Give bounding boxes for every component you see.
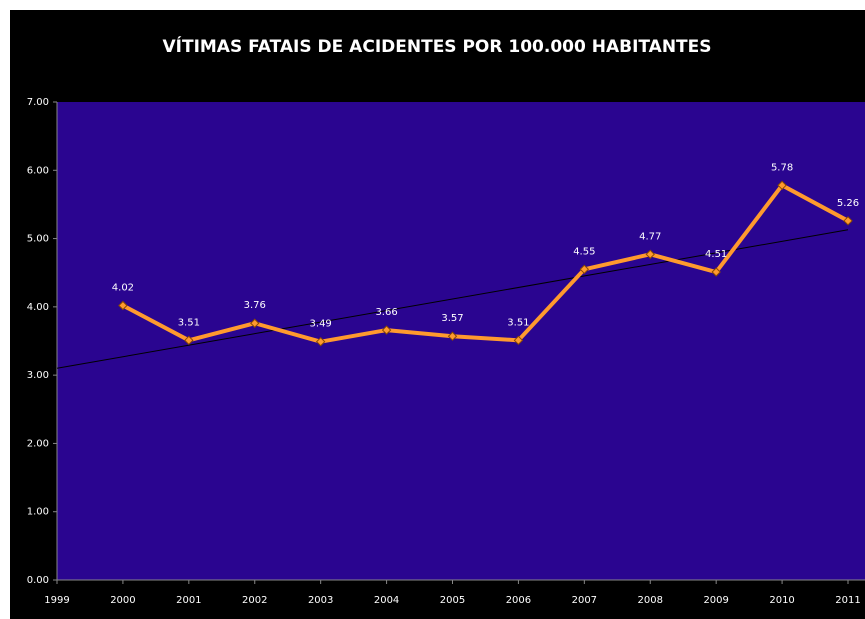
data-point bbox=[579, 264, 590, 275]
data-label: 3.57 bbox=[441, 313, 463, 324]
y-tick-label: 2.00 bbox=[27, 438, 49, 449]
x-tick-label: 2007 bbox=[572, 595, 597, 606]
plot-area bbox=[57, 102, 865, 580]
data-point bbox=[711, 267, 721, 277]
chart-title: VÍTIMAS FATAIS DE ACIDENTES POR 100.000 … bbox=[162, 35, 711, 57]
y-tick-label: 4.00 bbox=[27, 302, 49, 313]
x-tick-label: 2001 bbox=[176, 595, 201, 606]
trend-line bbox=[56, 229, 849, 369]
series-line bbox=[121, 183, 849, 344]
y-tick-label: 5.00 bbox=[27, 234, 49, 245]
data-label: 3.51 bbox=[178, 317, 200, 328]
data-point bbox=[118, 300, 128, 311]
y-tick-label: 7.00 bbox=[27, 97, 49, 108]
data-point bbox=[315, 336, 326, 347]
data-label: 4.77 bbox=[639, 231, 661, 242]
data-label: 3.66 bbox=[375, 307, 397, 318]
x-tick-label: 2000 bbox=[110, 595, 135, 606]
data-label: 3.76 bbox=[244, 300, 266, 311]
x-tick-label: 1999 bbox=[44, 595, 69, 606]
x-tick-label: 2011 bbox=[835, 595, 860, 606]
data-label: 3.49 bbox=[310, 319, 332, 330]
data-label: 4.51 bbox=[705, 249, 727, 260]
y-tick-label: 6.00 bbox=[27, 165, 49, 176]
y-tick-label: 1.00 bbox=[27, 507, 49, 518]
x-tick-label: 2009 bbox=[703, 595, 728, 606]
data-label: 5.78 bbox=[771, 162, 793, 173]
data-point bbox=[184, 335, 194, 346]
x-tick-label: 2002 bbox=[242, 595, 267, 606]
data-point bbox=[513, 335, 524, 346]
x-tick-label: 2005 bbox=[440, 595, 465, 606]
data-label: 3.51 bbox=[507, 317, 529, 328]
data-label: 5.26 bbox=[837, 198, 859, 209]
data-point bbox=[843, 216, 853, 226]
data-point bbox=[645, 249, 655, 259]
data-point bbox=[777, 180, 787, 191]
data-point bbox=[250, 318, 260, 328]
x-tick-label: 2010 bbox=[769, 595, 794, 606]
x-tick-label: 2006 bbox=[506, 595, 531, 606]
data-point bbox=[381, 325, 392, 335]
data-point bbox=[447, 331, 458, 341]
y-tick-label: 0.00 bbox=[27, 575, 49, 586]
x-tick-label: 2004 bbox=[374, 595, 399, 606]
y-tick-label: 3.00 bbox=[27, 370, 49, 381]
data-label: 4.55 bbox=[573, 246, 595, 257]
data-label: 4.02 bbox=[112, 282, 134, 293]
x-tick-label: 2003 bbox=[308, 595, 333, 606]
x-tick-label: 2008 bbox=[638, 595, 663, 606]
